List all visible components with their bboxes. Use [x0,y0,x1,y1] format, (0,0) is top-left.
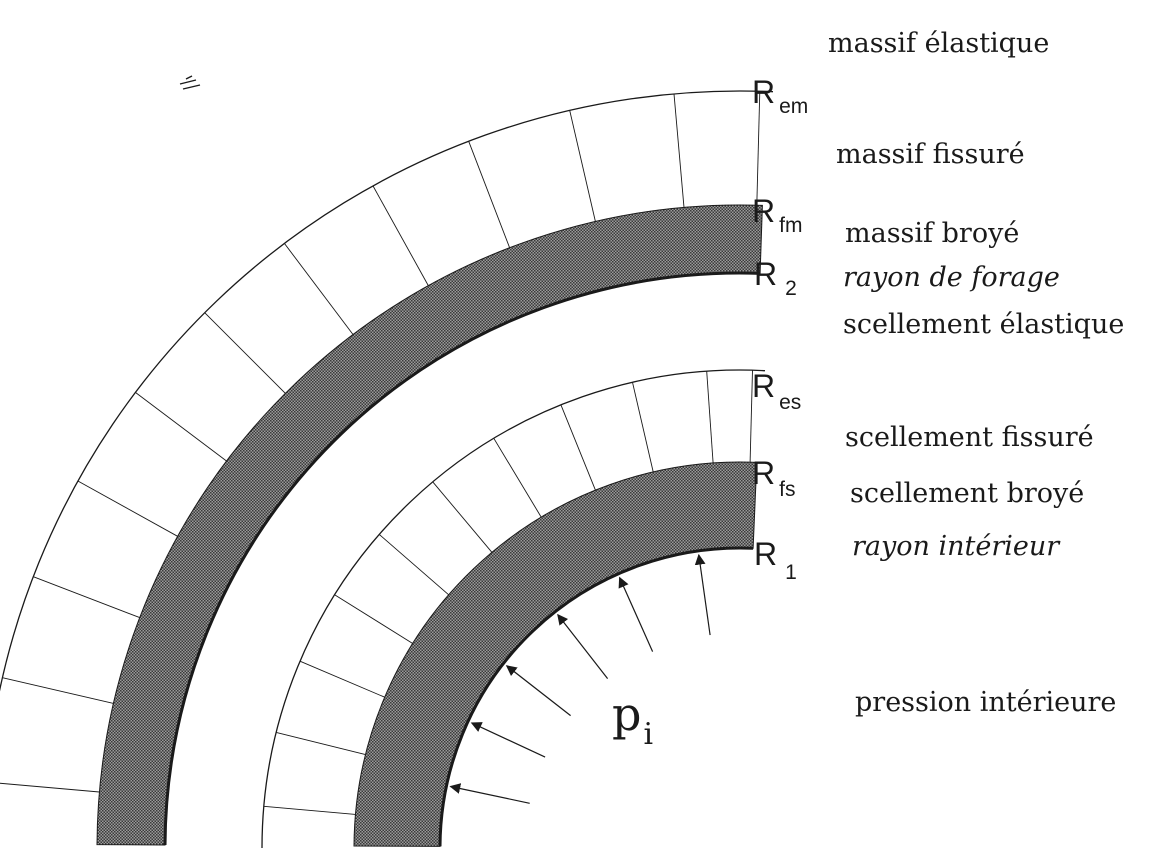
massif-radial-line [2,677,114,704]
scellement-fissure-ring [261,369,766,849]
label-R-2-sub: 2 [785,277,797,300]
label-R-1-sub: 1 [785,561,797,584]
scellement-radial-line [632,382,654,473]
label-massif-fissure: massif fissuré [836,139,1025,170]
massif-radial-line [204,312,286,394]
label-rayon-de-forage: rayon de forage [843,262,1060,293]
massif-radial-line [468,141,511,248]
scan-mark [179,75,201,90]
arc-R-1 [438,546,754,847]
massif-radial-line [673,93,685,208]
scellement-radial-line [378,534,449,596]
label-massif-elastique: massif élastique [828,28,1049,59]
label-pressure-pi-sub: i [643,717,653,752]
massif-radial-line [135,392,227,462]
label-rayon-interieur: rayon intérieur [852,531,1061,562]
pressure-arrow [449,783,530,804]
label-R-em-sub: em [779,95,808,118]
scellement-radial-lines [263,370,753,815]
scellement-radial-line [299,660,385,698]
scellement-radial-line [334,594,413,644]
scellement-broye-band [353,461,758,847]
pressure-arrow [618,576,654,652]
massif-radial-line [569,110,596,222]
massif-radial-lines [0,91,761,793]
pressure-arrow [470,722,546,758]
massif-radial-line [0,782,100,793]
massif-radial-line [756,91,761,206]
pressure-arrow [694,553,711,636]
label-R-es-sub: es [779,391,801,414]
label-R-1: R1 [754,536,797,584]
pressure-arrows [449,553,711,804]
label-R-fs-sub: fs [779,478,795,501]
scellement-radial-line [749,370,753,463]
label-massif-broye: massif broyé [845,218,1019,249]
massif-radial-line [33,576,140,619]
label-scellement-elastique: scellement élastique [843,309,1124,340]
scellement-radial-line [263,805,356,815]
scellement-radial-line [276,731,366,756]
massif-fissure-ring [0,90,774,793]
massif-radial-line [284,243,354,335]
massif-radial-line [77,480,178,537]
label-scellement-fissure: scellement fissuré [845,422,1094,453]
pressure-arrow [505,665,571,717]
scellement-radial-line [493,438,542,518]
scellement-radial-line [560,404,596,491]
label-pression-interieure: pression intérieure [855,687,1116,718]
arc-R-es [261,369,766,849]
label-scellement-broye: scellement broyé [850,478,1084,509]
scellement-radial-line [432,481,493,553]
massif-radial-line [372,185,429,286]
label-R-fm-sub: fm [779,214,802,237]
pressure-arrow [557,613,609,679]
arc-R-2 [163,271,761,846]
scellement-radial-line [706,371,714,463]
arc-R-em [0,90,774,692]
label-pressure-pi: pi [612,687,653,752]
